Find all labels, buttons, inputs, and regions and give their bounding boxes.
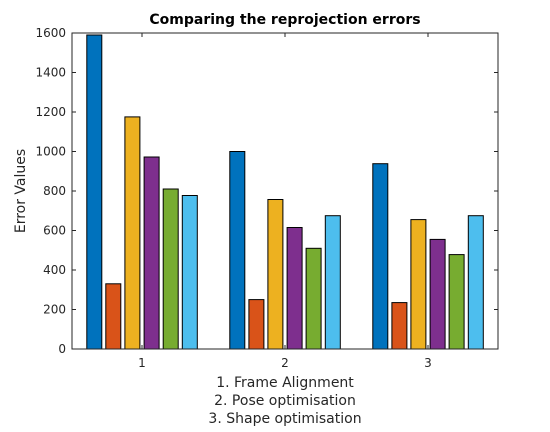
bar-series-4-group-1 bbox=[143, 156, 160, 350]
bar-series-1-group-1 bbox=[86, 34, 103, 350]
y-tick-label: 600 bbox=[43, 224, 66, 238]
bar-series-6-group-1 bbox=[181, 195, 198, 350]
bar-series-3-group-2 bbox=[267, 199, 284, 350]
x-tick-label: 3 bbox=[424, 356, 432, 370]
bar-series-3-group-1 bbox=[124, 116, 141, 350]
x-axis-label-line-3: 3. Shape optimisation bbox=[208, 411, 361, 427]
bar-series-4-group-2 bbox=[286, 227, 303, 350]
x-ticks-group: 1 2 3 bbox=[138, 33, 432, 370]
bar-series-4-group-3 bbox=[429, 238, 446, 350]
y-tick-label: 400 bbox=[43, 263, 66, 277]
x-axis-label-line-2: 2. Pose optimisation bbox=[214, 393, 356, 409]
y-tick-label: 1000 bbox=[35, 145, 66, 159]
bars-group bbox=[86, 34, 484, 350]
bar-series-1-group-2 bbox=[229, 151, 246, 350]
y-tick-label: 1400 bbox=[35, 66, 66, 80]
bar-series-5-group-3 bbox=[448, 254, 465, 350]
y-tick-label: 1200 bbox=[35, 105, 66, 119]
bar-series-2-group-3 bbox=[391, 302, 408, 350]
y-ticks-group: 0 200 400 600 800 1000 1200 1400 1600 bbox=[35, 26, 498, 356]
bar-series-3-group-3 bbox=[410, 219, 427, 350]
bar-series-6-group-2 bbox=[324, 215, 341, 350]
x-tick-label: 1 bbox=[138, 356, 146, 370]
y-tick-label: 1600 bbox=[35, 26, 66, 40]
y-tick-label: 0 bbox=[58, 342, 66, 356]
x-axis-label-line-1: 1. Frame Alignment bbox=[216, 375, 354, 391]
bar-series-2-group-1 bbox=[105, 283, 122, 350]
plot-area bbox=[72, 33, 498, 349]
bar-series-5-group-2 bbox=[305, 247, 322, 350]
y-axis-label: Error Values bbox=[13, 149, 29, 233]
bar-series-5-group-1 bbox=[162, 188, 179, 350]
x-tick-label: 2 bbox=[281, 356, 289, 370]
bar-series-1-group-3 bbox=[372, 163, 389, 350]
bar-series-6-group-3 bbox=[467, 215, 484, 350]
y-tick-label: 200 bbox=[43, 303, 66, 317]
y-tick-label: 800 bbox=[43, 184, 66, 198]
chart-title: Comparing the reprojection errors bbox=[149, 12, 420, 28]
bar-series-2-group-2 bbox=[248, 299, 265, 350]
